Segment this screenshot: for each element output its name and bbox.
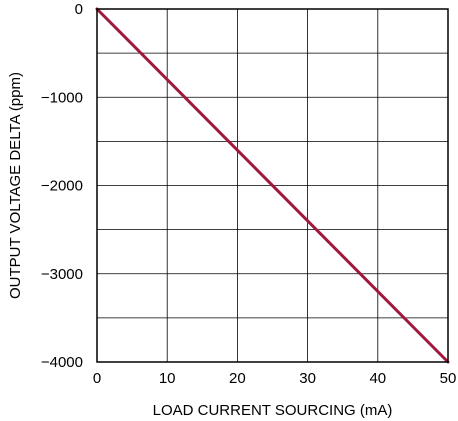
y-tick-labels: 0 −1000 −2000 −3000 −4000 [41, 1, 83, 371]
x-tick-labels: 0 10 20 30 40 50 [93, 370, 457, 387]
grid [97, 9, 448, 362]
y-tick-label: −3000 [41, 266, 83, 283]
y-tick-label: −2000 [41, 178, 83, 195]
x-tick-label: 10 [159, 370, 176, 387]
y-tick-label: −4000 [41, 354, 83, 371]
x-tick-label: 0 [93, 370, 101, 387]
x-tick-label: 20 [229, 370, 246, 387]
y-axis-title: OUTPUT VOLTAGE DELTA (ppm) [7, 72, 24, 299]
x-tick-label: 50 [440, 370, 457, 387]
x-axis-title: LOAD CURRENT SOURCING (mA) [153, 402, 393, 419]
x-tick-label: 40 [369, 370, 386, 387]
y-tick-label: 0 [75, 1, 83, 18]
series-line-0 [95, 7, 450, 364]
y-tick-label: −1000 [41, 89, 83, 106]
x-tick-label: 30 [299, 370, 316, 387]
plot-frame [96, 8, 449, 363]
series-layer [95, 7, 450, 364]
